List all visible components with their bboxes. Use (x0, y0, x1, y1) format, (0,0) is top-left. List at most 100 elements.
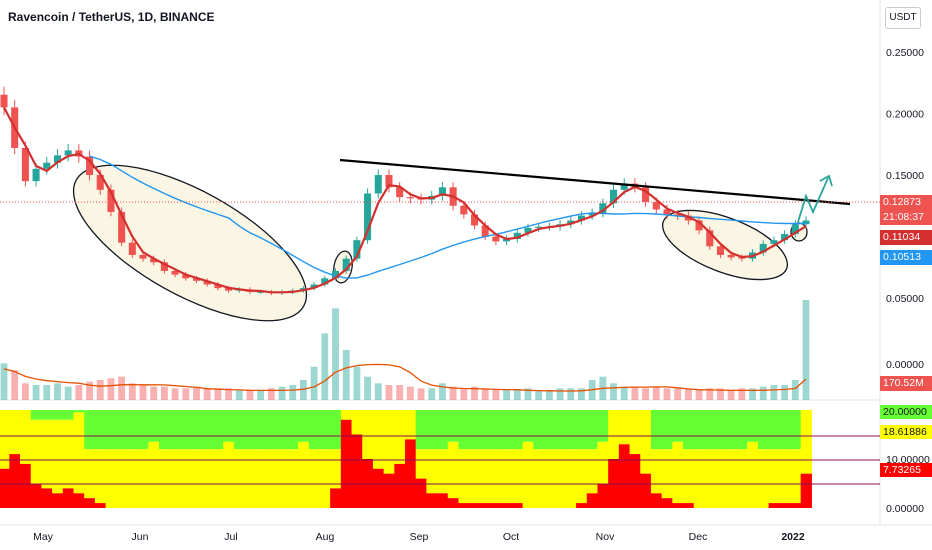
volume-bar (43, 385, 51, 400)
indicator-yellow-bar (223, 441, 235, 508)
indicator-red-bar (30, 483, 43, 508)
indicator-yellow-bar (105, 449, 117, 508)
indicator-red-bar (586, 493, 599, 508)
indicator-yellow-bar (522, 441, 534, 508)
indicator-red-bar (629, 454, 641, 508)
projection-arrow[interactable] (797, 177, 829, 223)
indicator-green-bar (586, 410, 599, 450)
indicator-yellow-bar (244, 449, 256, 508)
indicator-yellow-bar (479, 449, 492, 504)
indicator-yellow-bar (704, 449, 716, 508)
indicator-green-bar (276, 410, 288, 450)
indicator-green-bar (287, 410, 299, 450)
volume-bar (791, 380, 799, 400)
currency-button[interactable]: USDT (885, 7, 921, 29)
volume-bar (631, 386, 639, 400)
indicator-green-bar (244, 410, 256, 450)
indicator-yellow-bar (640, 410, 652, 474)
time-tick-label: Dec (689, 531, 708, 543)
indicator-red-bar (661, 498, 673, 508)
indicator-yellow-bar (426, 449, 438, 494)
indicator-yellow-bar (565, 449, 577, 508)
candle (310, 282, 318, 291)
volume-bar (118, 376, 126, 400)
indicator-red-bar (41, 488, 53, 508)
indicator-red-bar (640, 473, 652, 508)
volume-bar (267, 388, 275, 400)
time-tick-label: May (33, 531, 54, 543)
indicator-green-bar (223, 410, 235, 442)
indicator-green-bar (650, 410, 663, 450)
volume-bar (620, 386, 628, 400)
indicator-green-bar (725, 410, 738, 450)
candle (385, 169, 393, 193)
indicator-green-bar (41, 410, 53, 420)
indicator-yellow-bar (394, 410, 406, 464)
indicator-red-bar (768, 503, 780, 508)
indicator-yellow-bar (340, 410, 353, 420)
volume-bar (139, 385, 147, 400)
indicator-green-bar (94, 410, 107, 450)
volume-bar (32, 385, 40, 400)
indicator-yellow-bar (30, 419, 43, 484)
indicator-yellow-bar (736, 449, 748, 508)
volume-bar (257, 390, 265, 400)
indicator-green-bar (757, 410, 770, 450)
indicator-yellow-bar (116, 449, 128, 508)
indicator-green-bar (265, 410, 278, 450)
indicator-yellow-bar (608, 410, 620, 459)
indicator-yellow-bar (511, 449, 524, 504)
indicator-green-bar (715, 410, 727, 450)
indicator-green-bar (201, 410, 214, 450)
indicator-yellow-bar (84, 449, 96, 499)
indicator-yellow-bar (148, 441, 160, 508)
indicator-pane (0, 410, 812, 508)
volume-bar (449, 386, 457, 400)
indicator-green-bar (565, 410, 577, 450)
indicator-yellow-bar (415, 449, 427, 479)
indicator-yellow-bar (265, 449, 278, 508)
indicator-top-tag: 20.00000 (880, 405, 932, 419)
indicator-yellow-bar (20, 410, 32, 464)
indicator-green-bar (768, 410, 780, 450)
indicator-yellow-bar (618, 410, 631, 445)
trendline[interactable] (339, 158, 851, 206)
volume-bar (417, 388, 425, 400)
volume-bar (460, 388, 468, 400)
indicator-yellow-bar (501, 449, 513, 504)
indicator-red-bar (84, 498, 96, 508)
indicator-red-bar (9, 454, 21, 508)
indicator-green-bar (180, 410, 192, 450)
indicator-green-bar (137, 410, 149, 450)
volume-bar (182, 388, 190, 400)
indicator-green-bar (683, 410, 695, 450)
volume-bar (160, 386, 168, 400)
time-tick-label: Sep (410, 531, 429, 543)
time-axis[interactable]: May Jun Jul Aug Sep Oct Nov Dec 2022 (33, 531, 805, 543)
indicator-yellow-bar (330, 449, 342, 489)
indicator-yellow-bar (52, 419, 64, 494)
volume-bar (342, 350, 350, 400)
volume-bar (11, 370, 19, 400)
indicator-green-bar (73, 410, 85, 413)
time-tick-label: 2022 (781, 531, 805, 543)
indicator-yellow-bar (725, 449, 738, 508)
indicator-yellow-bar (747, 441, 759, 508)
countdown-tag: 21:08:37 (880, 210, 932, 225)
pattern-ellipse-1[interactable] (51, 134, 329, 351)
indicator-green-bar (479, 410, 492, 450)
volume-bar (385, 385, 393, 400)
indicator-yellow-bar (458, 449, 470, 504)
volume-bar (492, 390, 500, 400)
indicator-yellow-bar (362, 410, 374, 459)
indicator-green-bar (84, 410, 96, 450)
volume-bar (781, 385, 789, 400)
price-tick-label: 0.15000 (886, 170, 924, 182)
indicator-red-bar (576, 503, 588, 508)
indicator-green-bar (511, 410, 524, 450)
indicator-yellow-bar (597, 441, 609, 484)
indicator-yellow-bar (94, 449, 107, 504)
volume-bar (727, 390, 735, 400)
